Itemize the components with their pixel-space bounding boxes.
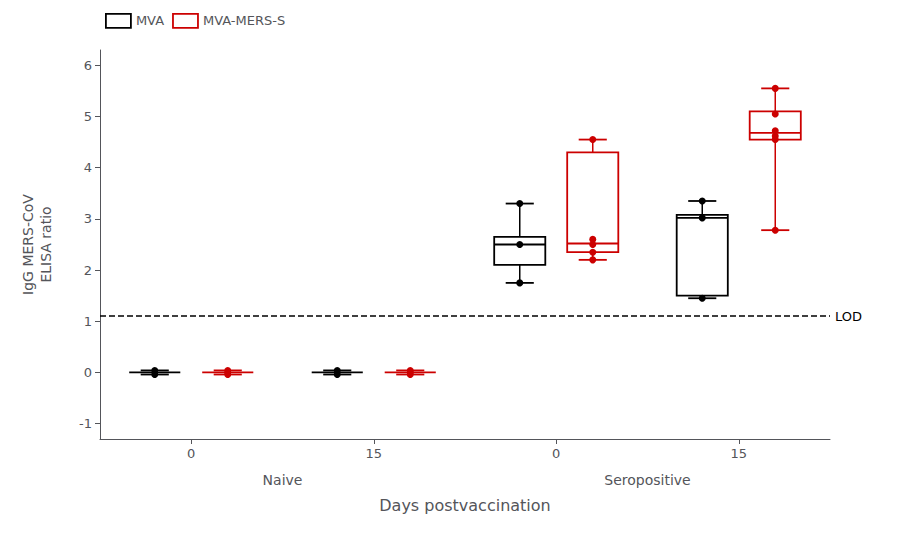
svg-text:-1: -1 (79, 416, 92, 431)
svg-text:1: 1 (84, 314, 92, 329)
svg-text:LOD: LOD (835, 309, 862, 324)
svg-text:IgG MERS-CoV: IgG MERS-CoV (20, 194, 36, 295)
svg-text:MVA-MERS-S: MVA-MERS-S (203, 13, 285, 28)
svg-text:ELISA ratio: ELISA ratio (38, 206, 54, 282)
svg-text:4: 4 (84, 160, 92, 175)
svg-text:MVA: MVA (136, 13, 164, 28)
svg-text:Naive: Naive (263, 472, 303, 488)
svg-text:0: 0 (552, 446, 560, 461)
svg-text:3: 3 (84, 211, 92, 226)
svg-text:15: 15 (365, 446, 382, 461)
svg-text:Days postvaccination: Days postvaccination (379, 496, 550, 515)
svg-text:0: 0 (187, 446, 195, 461)
svg-text:2: 2 (84, 263, 92, 278)
svg-text:Seropositive: Seropositive (604, 472, 690, 488)
svg-text:0: 0 (84, 365, 92, 380)
svg-text:5: 5 (84, 109, 92, 124)
svg-text:15: 15 (730, 446, 747, 461)
svg-text:6: 6 (84, 58, 92, 73)
